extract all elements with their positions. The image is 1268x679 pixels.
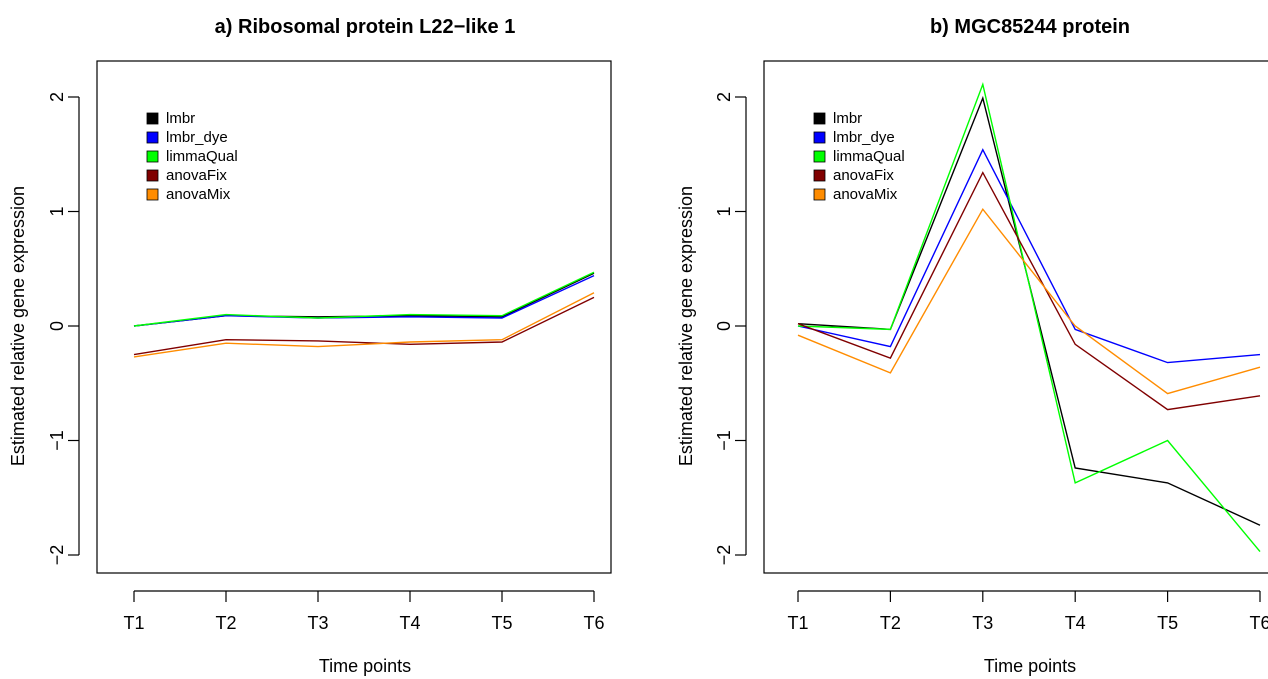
- plot-frame: [96, 60, 612, 574]
- legend-swatch: [146, 188, 159, 201]
- x-tick-label: T6: [1249, 613, 1268, 633]
- legend-label: anovaFix: [833, 167, 894, 184]
- legend-swatch: [146, 112, 159, 125]
- legend-label: limmaQual: [166, 148, 238, 165]
- legend-label: anovaMix: [166, 186, 231, 203]
- x-tick-label: T6: [583, 613, 604, 633]
- y-tick-label: −1: [47, 430, 67, 451]
- y-tick-label: −1: [714, 430, 734, 451]
- x-tick-label: T1: [787, 613, 808, 633]
- legend-swatch: [813, 131, 826, 144]
- y-tick-label: −2: [47, 545, 67, 566]
- x-tick-label: T4: [399, 613, 420, 633]
- chart-title: a) Ribosomal protein L22−like 1: [215, 16, 516, 38]
- legend-swatch: [813, 169, 826, 182]
- series-line-anovamix: [133, 292, 595, 358]
- y-tick-label: 2: [47, 92, 67, 102]
- y-tick-label: 0: [47, 321, 67, 331]
- legend-label: lmbr_dye: [833, 129, 895, 146]
- legend-label: anovaFix: [166, 167, 227, 184]
- series-line-anovafix: [797, 171, 1261, 411]
- series-line-lmbr-dye: [133, 274, 595, 327]
- y-tick-label: 0: [714, 321, 734, 331]
- legend-label: limmaQual: [833, 148, 905, 165]
- legend-swatch: [146, 169, 159, 182]
- series-group: [133, 271, 595, 358]
- legend-label: anovaMix: [833, 186, 898, 203]
- series-line-limmaqual: [133, 271, 595, 327]
- y-tick-label: 2: [714, 92, 734, 102]
- legend-swatch: [146, 131, 159, 144]
- x-tick-label: T2: [215, 613, 236, 633]
- x-tick-label: T5: [1157, 613, 1178, 633]
- x-tick-label: T4: [1065, 613, 1086, 633]
- chart-panel-b: b) MGC85244 protein T1 T2 T3 T4 T5 T6 −2 −1 0 1 2 Ti…: [676, 16, 1268, 676]
- y-tick-label: 1: [47, 206, 67, 216]
- chart-title: b) MGC85244 protein: [930, 16, 1130, 38]
- legend-label: lmbr: [833, 110, 862, 127]
- legend: lmbr lmbr_dye limmaQual anovaFix anovaMix: [146, 110, 238, 203]
- plot-frame: [763, 60, 1268, 574]
- series-line-anovamix: [797, 207, 1261, 395]
- y-axis-label: Estimated relative gene expression: [676, 186, 696, 466]
- series-group: [797, 81, 1261, 553]
- y-tick-label: −2: [714, 545, 734, 566]
- legend-swatch: [813, 188, 826, 201]
- legend-swatch: [146, 150, 159, 163]
- legend-label: lmbr_dye: [166, 129, 228, 146]
- x-axis-label: Time points: [984, 656, 1076, 676]
- chart-panel-a: a) Ribosomal protein L22−like 1 T1 T2 T3 T4 T…: [8, 16, 612, 676]
- x-axis-label: Time points: [319, 656, 411, 676]
- legend-swatch: [813, 112, 826, 125]
- series-line-anovafix: [133, 296, 595, 356]
- x-tick-label: T1: [123, 613, 144, 633]
- x-tick-label: T3: [307, 613, 328, 633]
- series-line-limmaqual: [797, 81, 1261, 553]
- x-tick-label: T3: [972, 613, 993, 633]
- x-tick-label: T2: [880, 613, 901, 633]
- legend: lmbr lmbr_dye limmaQual anovaFix anovaMix: [813, 110, 905, 203]
- y-tick-label: 1: [714, 206, 734, 216]
- legend-label: lmbr: [166, 110, 195, 127]
- x-tick-label: T5: [491, 613, 512, 633]
- y-axis-label: Estimated relative gene expression: [8, 186, 28, 466]
- series-line-lmbr-dye: [797, 148, 1261, 364]
- legend-swatch: [813, 150, 826, 163]
